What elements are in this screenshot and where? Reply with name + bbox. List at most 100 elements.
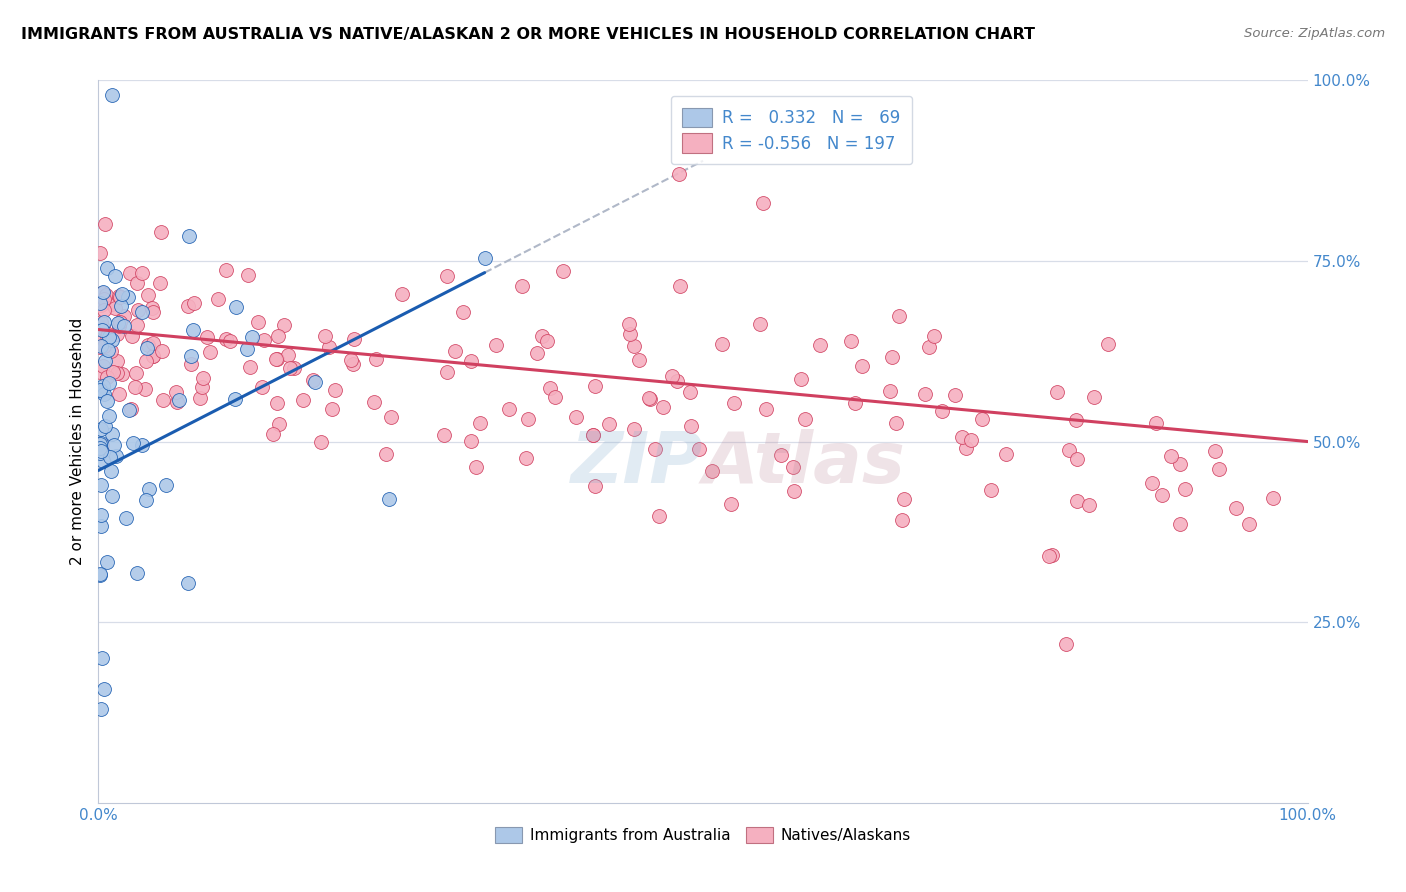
Point bbox=[91, 285, 114, 299]
Point bbox=[343, 332, 366, 346]
Point bbox=[531, 328, 554, 343]
Point bbox=[138, 482, 160, 496]
Point bbox=[808, 337, 831, 351]
Point bbox=[553, 264, 575, 278]
Point bbox=[136, 338, 159, 352]
Point bbox=[90, 323, 112, 337]
Point bbox=[752, 196, 775, 211]
Point bbox=[484, 338, 506, 352]
Point bbox=[266, 396, 288, 410]
Point bbox=[135, 492, 157, 507]
Point bbox=[931, 404, 953, 418]
Point bbox=[955, 442, 977, 456]
Point bbox=[127, 318, 149, 333]
Point bbox=[679, 419, 702, 434]
Point bbox=[623, 422, 645, 436]
Point bbox=[120, 266, 142, 280]
Point bbox=[90, 508, 112, 522]
Point bbox=[474, 251, 496, 265]
Point bbox=[93, 315, 115, 329]
Point bbox=[90, 285, 112, 300]
Point bbox=[582, 428, 605, 442]
Point bbox=[433, 427, 456, 442]
Point bbox=[93, 292, 115, 306]
Point bbox=[391, 286, 413, 301]
Point bbox=[543, 390, 565, 404]
Point bbox=[125, 366, 148, 380]
Point bbox=[115, 511, 138, 525]
Point bbox=[101, 87, 124, 102]
Point bbox=[304, 376, 326, 390]
Point bbox=[150, 344, 173, 359]
Point bbox=[583, 479, 606, 493]
Point bbox=[627, 353, 650, 368]
Point bbox=[125, 277, 148, 291]
Point bbox=[90, 339, 112, 353]
Point bbox=[893, 491, 915, 506]
Point bbox=[96, 555, 118, 569]
Point bbox=[1066, 452, 1088, 467]
Point bbox=[980, 483, 1002, 497]
Point bbox=[142, 350, 165, 364]
Point bbox=[195, 330, 218, 344]
Point bbox=[945, 388, 967, 402]
Point bbox=[93, 339, 115, 353]
Point bbox=[98, 376, 121, 390]
Point bbox=[914, 387, 936, 401]
Point bbox=[141, 301, 163, 315]
Point bbox=[321, 402, 343, 417]
Point bbox=[1054, 637, 1077, 651]
Point bbox=[950, 430, 973, 444]
Point bbox=[90, 422, 112, 436]
Point bbox=[93, 387, 115, 401]
Point bbox=[460, 434, 482, 448]
Point bbox=[583, 378, 606, 392]
Point bbox=[89, 366, 111, 380]
Point bbox=[98, 330, 121, 344]
Point bbox=[111, 286, 134, 301]
Point bbox=[90, 443, 112, 458]
Point bbox=[240, 330, 263, 344]
Point bbox=[363, 394, 385, 409]
Point bbox=[149, 276, 172, 290]
Point bbox=[100, 344, 122, 359]
Point bbox=[131, 266, 153, 280]
Point bbox=[101, 365, 124, 379]
Point bbox=[668, 167, 690, 181]
Point bbox=[103, 437, 125, 451]
Point bbox=[96, 370, 118, 384]
Point bbox=[517, 411, 540, 425]
Point bbox=[638, 392, 661, 406]
Point bbox=[841, 334, 863, 348]
Point bbox=[93, 454, 115, 468]
Point bbox=[105, 449, 128, 463]
Point bbox=[105, 366, 128, 380]
Point bbox=[89, 296, 111, 310]
Point bbox=[111, 367, 134, 381]
Point bbox=[380, 409, 402, 424]
Point bbox=[90, 315, 112, 329]
Point bbox=[104, 268, 127, 283]
Point bbox=[891, 513, 914, 527]
Point bbox=[98, 450, 121, 465]
Point bbox=[110, 300, 132, 314]
Point bbox=[90, 519, 112, 533]
Point bbox=[131, 304, 153, 318]
Point bbox=[91, 438, 114, 452]
Point bbox=[1140, 476, 1163, 491]
Point bbox=[959, 434, 981, 448]
Point bbox=[155, 478, 177, 492]
Point bbox=[884, 417, 907, 431]
Point bbox=[238, 268, 260, 283]
Point bbox=[782, 459, 804, 474]
Text: ZIP: ZIP bbox=[571, 429, 703, 498]
Point bbox=[1083, 390, 1105, 404]
Point bbox=[538, 381, 561, 395]
Point bbox=[436, 268, 458, 283]
Point bbox=[444, 344, 467, 359]
Point bbox=[180, 358, 202, 372]
Point bbox=[96, 328, 118, 343]
Point bbox=[922, 329, 945, 343]
Point bbox=[207, 292, 229, 306]
Point bbox=[269, 417, 291, 432]
